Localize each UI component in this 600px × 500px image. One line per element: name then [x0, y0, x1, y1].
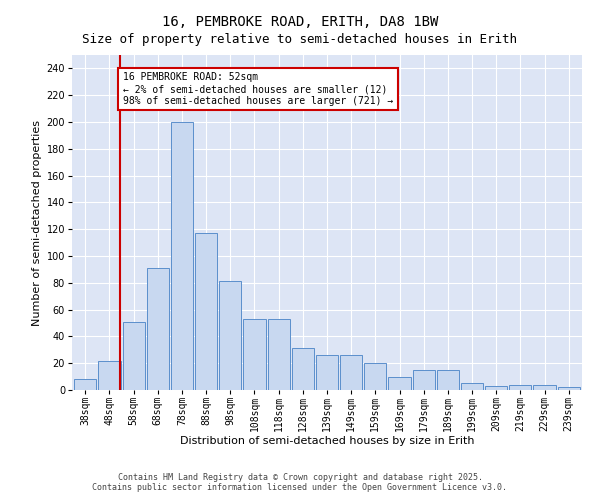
Bar: [437, 370, 459, 390]
Bar: [219, 282, 241, 390]
Bar: [316, 355, 338, 390]
Bar: [509, 384, 532, 390]
X-axis label: Distribution of semi-detached houses by size in Erith: Distribution of semi-detached houses by …: [180, 436, 474, 446]
Text: 16 PEMBROKE ROAD: 52sqm
← 2% of semi-detached houses are smaller (12)
98% of sem: 16 PEMBROKE ROAD: 52sqm ← 2% of semi-det…: [123, 72, 393, 106]
Bar: [340, 355, 362, 390]
Bar: [268, 319, 290, 390]
Bar: [146, 268, 169, 390]
Y-axis label: Number of semi-detached properties: Number of semi-detached properties: [32, 120, 42, 326]
Text: 16, PEMBROKE ROAD, ERITH, DA8 1BW: 16, PEMBROKE ROAD, ERITH, DA8 1BW: [162, 15, 438, 29]
Bar: [364, 363, 386, 390]
Bar: [461, 384, 483, 390]
Text: Size of property relative to semi-detached houses in Erith: Size of property relative to semi-detach…: [83, 32, 517, 46]
Bar: [413, 370, 435, 390]
Bar: [388, 376, 410, 390]
Bar: [98, 360, 121, 390]
Text: Contains HM Land Registry data © Crown copyright and database right 2025.
Contai: Contains HM Land Registry data © Crown c…: [92, 473, 508, 492]
Bar: [122, 322, 145, 390]
Bar: [485, 386, 508, 390]
Bar: [557, 388, 580, 390]
Bar: [533, 384, 556, 390]
Bar: [171, 122, 193, 390]
Bar: [244, 319, 266, 390]
Bar: [74, 380, 97, 390]
Bar: [195, 233, 217, 390]
Bar: [292, 348, 314, 390]
